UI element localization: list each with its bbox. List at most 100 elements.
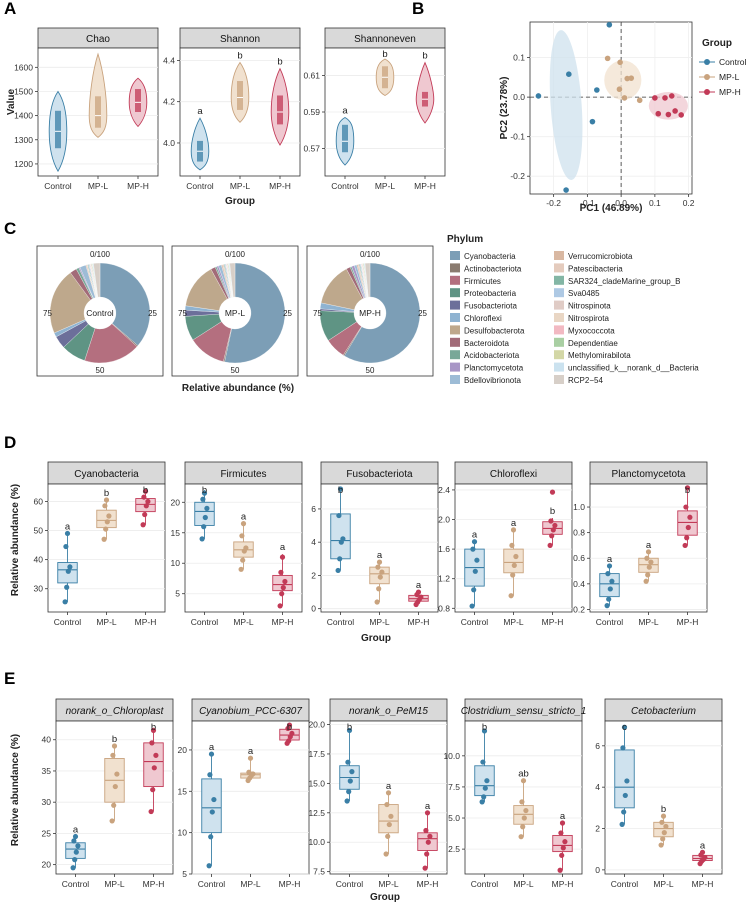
y-tick-label: 0.59 (303, 107, 320, 117)
y-tick-label: 1500 (14, 86, 33, 96)
data-point (480, 759, 486, 765)
y-tick-label: 10.0 (443, 751, 460, 761)
box (378, 804, 399, 834)
data-point (558, 830, 564, 836)
group-mp-l: a (233, 512, 254, 572)
point-mp-l (624, 75, 630, 82)
y-tick-label: 0.4 (573, 579, 585, 589)
x-tick-label: MP-H (279, 879, 301, 889)
legend-label: Nitrospirota (568, 314, 609, 323)
ring-label-75: 75 (43, 309, 52, 318)
data-point (607, 586, 613, 592)
data-point (151, 765, 157, 771)
y-tick-label: 7.5 (313, 867, 325, 877)
group-mp-l: b (230, 50, 250, 123)
point-mp-l (604, 55, 611, 62)
data-point (658, 842, 664, 848)
y-tick-label: 40 (34, 555, 44, 565)
group-control: a (201, 742, 222, 869)
panel-label-d: D (4, 433, 16, 452)
group-mp-h: b (135, 485, 156, 528)
data-point (622, 792, 628, 799)
data-point (64, 530, 71, 537)
group-mp-l: b (375, 49, 395, 97)
legend-key (704, 89, 710, 95)
x-tick-label: Control (327, 617, 355, 627)
data-point (386, 821, 392, 828)
data-point (112, 783, 118, 790)
x-tick-label: MP-H (552, 879, 574, 889)
significance-letter: a (416, 580, 422, 591)
y-tick-label: 60 (34, 496, 44, 506)
y-tick-label: 20 (42, 860, 52, 870)
legend-label: MP-H (719, 87, 741, 97)
point-control (594, 87, 600, 93)
y-tick-label: 4.4 (163, 55, 175, 65)
significance-letter: a (209, 742, 215, 753)
legend-key (704, 59, 710, 65)
data-point (418, 594, 424, 600)
y-tick-label: -0.1 (510, 132, 525, 142)
data-point (550, 527, 556, 533)
x-tick-label: MP-L (104, 879, 125, 889)
slice-rcp2-54 (93, 262, 101, 298)
y-axis-title-d: Relative abundance (%) (10, 484, 21, 596)
legend-label: Bacteroidota (464, 339, 509, 348)
legend-swatch (554, 300, 564, 310)
y-tick-label: 2.0 (438, 515, 450, 525)
facet-cyanobium-pcc-6307: Cyanobium_PCC-6307 5 10 15 20 Control MP-L MP-H… (178, 698, 310, 889)
y-tick-label: 1.2 (438, 574, 450, 584)
group-control: a (599, 554, 620, 609)
violin (88, 52, 108, 138)
significance-letter: b (482, 722, 487, 733)
data-point (375, 564, 381, 570)
y-tick-label: 15 (171, 528, 181, 538)
data-point (424, 810, 431, 816)
data-point (346, 789, 352, 795)
significance-letter: b (287, 722, 292, 733)
legend-label: Myxococcota (568, 326, 615, 335)
x-tick-label: MP-H (417, 879, 439, 889)
data-point (645, 549, 652, 555)
legend-swatch (450, 337, 460, 347)
data-point (344, 798, 350, 804)
group-mp-h: b (279, 722, 300, 746)
y-tick-label: 50 (34, 526, 44, 536)
data-point (279, 591, 285, 597)
group-control: c (614, 722, 635, 827)
data-point (621, 809, 627, 815)
slice-rcp2-54 (229, 262, 236, 298)
y-tick-label: 0 (595, 865, 600, 875)
point-mp-h (665, 111, 672, 118)
data-point (247, 755, 254, 761)
y-tick-label: 30 (42, 797, 52, 807)
data-point (552, 522, 558, 529)
inner-box (237, 81, 243, 110)
legend-swatch (450, 313, 460, 322)
data-point (645, 572, 651, 578)
legend-label: Methylomirabilota (568, 351, 631, 360)
x-axis-title-a: Group (225, 196, 255, 207)
legend-title: Group (702, 38, 732, 49)
significance-letter: b (685, 485, 690, 496)
y-tick-label: 0.0 (513, 92, 525, 102)
data-point (427, 833, 433, 839)
y-tick-label: 7.5 (448, 782, 460, 792)
data-point (384, 801, 390, 808)
data-point (209, 809, 215, 815)
donut-center-label: Control (86, 308, 114, 318)
data-point (548, 518, 554, 524)
legend-swatch (554, 325, 564, 335)
y-tick-label: -0.2 (510, 171, 525, 181)
group-control (48, 90, 68, 173)
data-point (509, 542, 515, 549)
data-point (644, 555, 650, 561)
data-point (547, 542, 553, 549)
data-point (383, 851, 389, 857)
ring-label-0: 0/100 (90, 250, 111, 259)
legend-label: Control (719, 57, 747, 67)
x-tick-label: Control (44, 181, 72, 191)
box (330, 513, 351, 560)
legend-title: Phylum (447, 234, 483, 245)
ring-label-25: 25 (148, 309, 157, 318)
